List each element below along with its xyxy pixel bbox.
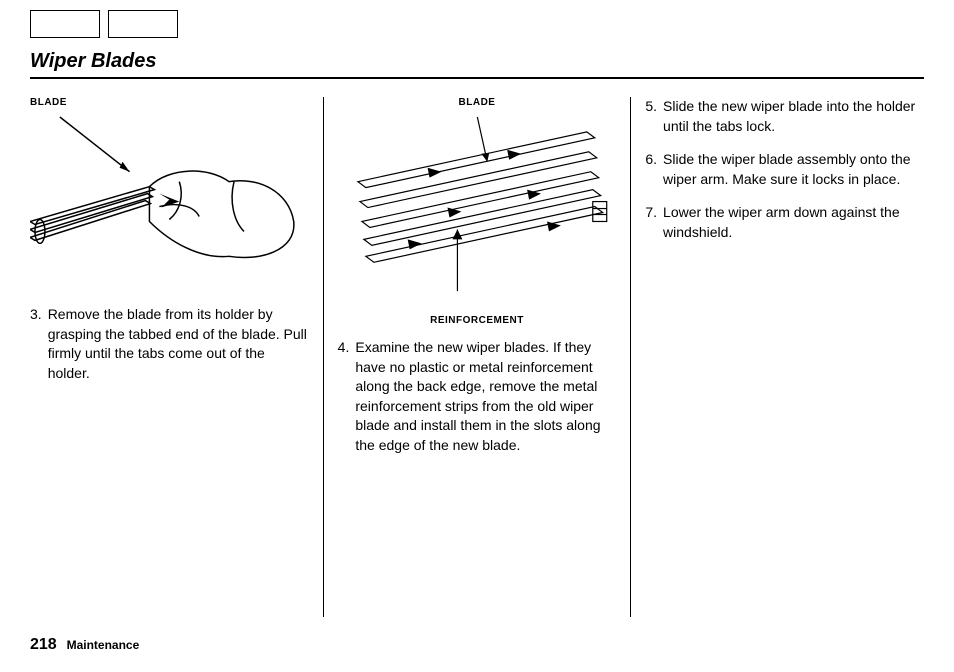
section-name: Maintenance <box>67 638 140 652</box>
step-text: Lower the wiper arm down against the win… <box>663 203 924 242</box>
page-footer: 218 Maintenance <box>30 636 139 654</box>
column-1: BLADE <box>30 97 323 617</box>
step-number: 6. <box>645 150 657 189</box>
step-number: 4. <box>338 338 350 456</box>
step-6: 6. Slide the wiper blade assembly onto t… <box>645 150 924 189</box>
step-text: Examine the new wiper blades. If they ha… <box>355 338 616 456</box>
content-columns: BLADE <box>30 97 924 617</box>
step-5: 5. Slide the new wiper blade into the ho… <box>645 97 924 136</box>
step-number: 7. <box>645 203 657 242</box>
step-number: 5. <box>645 97 657 136</box>
figure-label-blade-2: BLADE <box>338 97 617 108</box>
step-list-1: 3. Remove the blade from its holder by g… <box>30 305 309 383</box>
step-text: Remove the blade from its holder by gras… <box>48 305 309 383</box>
step-list-3: 5. Slide the new wiper blade into the ho… <box>645 97 924 243</box>
page-heading: Wiper Blades <box>30 50 924 79</box>
step-4: 4. Examine the new wiper blades. If they… <box>338 338 617 456</box>
step-3: 3. Remove the blade from its holder by g… <box>30 305 309 383</box>
step-list-2: 4. Examine the new wiper blades. If they… <box>338 338 617 456</box>
column-2: BLADE <box>323 97 632 617</box>
page-number: 218 <box>30 636 57 653</box>
top-placeholder-boxes <box>30 10 924 38</box>
step-text: Slide the wiper blade assembly onto the … <box>663 150 924 189</box>
step-7: 7. Lower the wiper arm down against the … <box>645 203 924 242</box>
step-number: 3. <box>30 305 42 383</box>
step-text: Slide the new wiper blade into the holde… <box>663 97 924 136</box>
column-3: 5. Slide the new wiper blade into the ho… <box>631 97 924 617</box>
figure-blade-assembly <box>338 112 617 301</box>
figure-caption-reinforcement: REINFORCEMENT <box>338 315 617 326</box>
placeholder-box-2 <box>108 10 178 38</box>
placeholder-box-1 <box>30 10 100 38</box>
figure-blade-removal <box>30 112 309 291</box>
figure-label-blade-1: BLADE <box>30 97 309 108</box>
